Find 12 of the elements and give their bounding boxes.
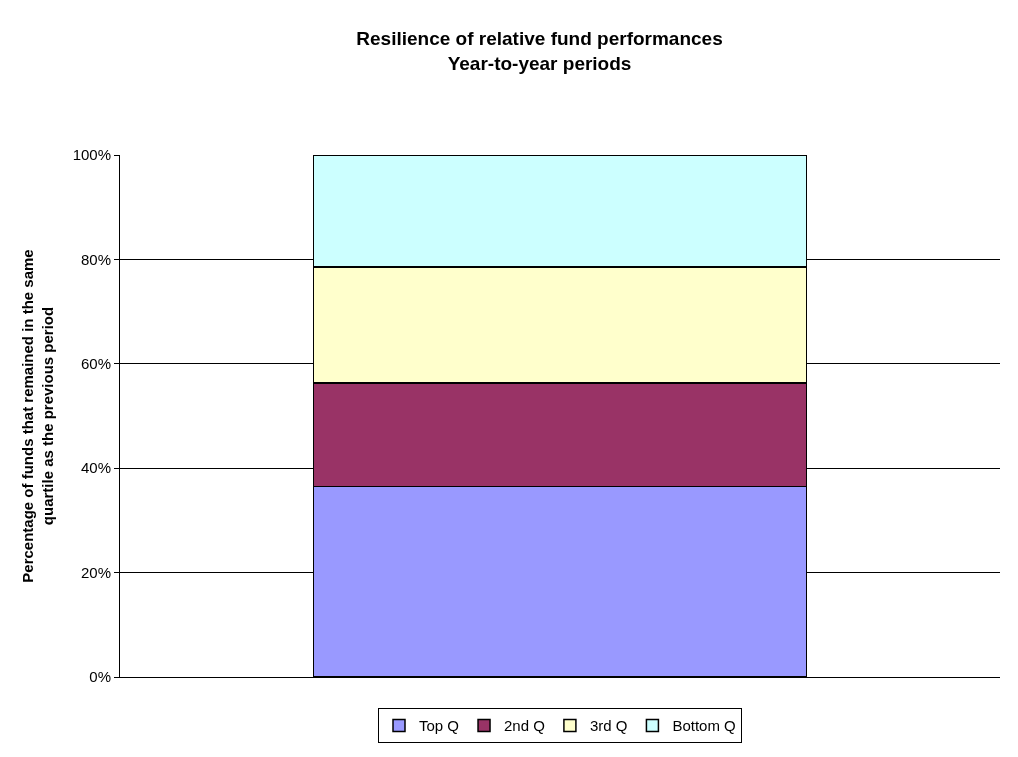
legend-label: 3rd Q	[589, 717, 628, 735]
y-tick-label: 0%	[89, 668, 111, 686]
y-tick-label: 40%	[80, 459, 111, 477]
chart-title: Resilience of relative fund performances Year-to-year periods	[356, 28, 723, 75]
y-tick-label: 100%	[72, 146, 111, 164]
legend-label: 2nd Q	[504, 717, 545, 735]
legend-label: Bottom Q	[672, 717, 736, 735]
legend-label: Top Q	[419, 717, 460, 735]
y-tick-label: 20%	[80, 563, 111, 581]
y-tick-label: 80%	[80, 250, 111, 268]
y-axis-title: Percentage of funds that remained in the same quartile as the previous period	[19, 249, 56, 583]
y-tick-label: 60%	[80, 355, 111, 373]
